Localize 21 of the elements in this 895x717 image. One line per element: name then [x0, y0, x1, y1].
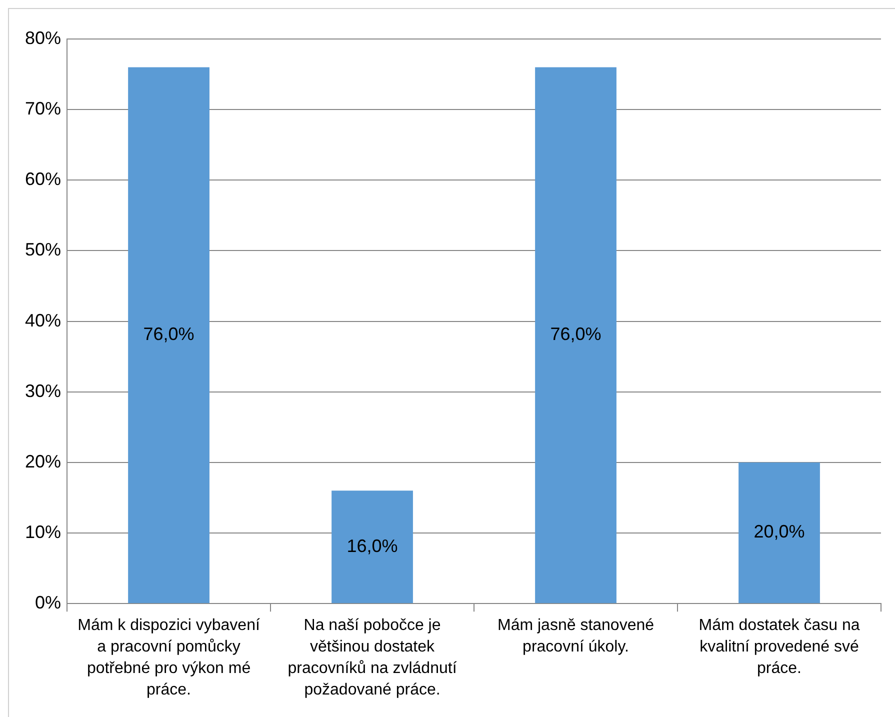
y-tick-label: 20% — [24, 451, 62, 472]
x-tick-label: Mám k dispozici vybavení a pracovní pomůcky potřebné pro výkon mé práce. — [78, 616, 260, 699]
data-label: 16,0% — [346, 536, 398, 556]
x-tick-label: Mám jasně stanovené pracovní úkoly. — [497, 616, 654, 656]
bar — [738, 462, 820, 604]
data-label: 76,0% — [550, 324, 602, 344]
x-tick-label: Na naší pobočce je většinou dostatek pracovníků na zvládnutí požadované práce. — [288, 616, 458, 699]
y-tick-label: 30% — [24, 380, 62, 401]
bar — [332, 490, 413, 604]
y-tick-label: 40% — [24, 310, 62, 330]
bar — [128, 67, 210, 604]
bar — [535, 67, 616, 604]
y-tick-label: 10% — [24, 522, 62, 542]
data-label: 20,0% — [754, 522, 805, 542]
y-tick-label: 70% — [24, 98, 62, 119]
y-tick-label: 80% — [24, 28, 62, 48]
data-label: 76,0% — [143, 324, 194, 344]
y-tick-label: 0% — [35, 592, 62, 613]
y-tick-label: 60% — [24, 169, 62, 190]
x-tick-label: Mám dostatek času na kvalitní provedené své práce. — [698, 616, 860, 678]
y-tick-label: 50% — [24, 240, 62, 260]
